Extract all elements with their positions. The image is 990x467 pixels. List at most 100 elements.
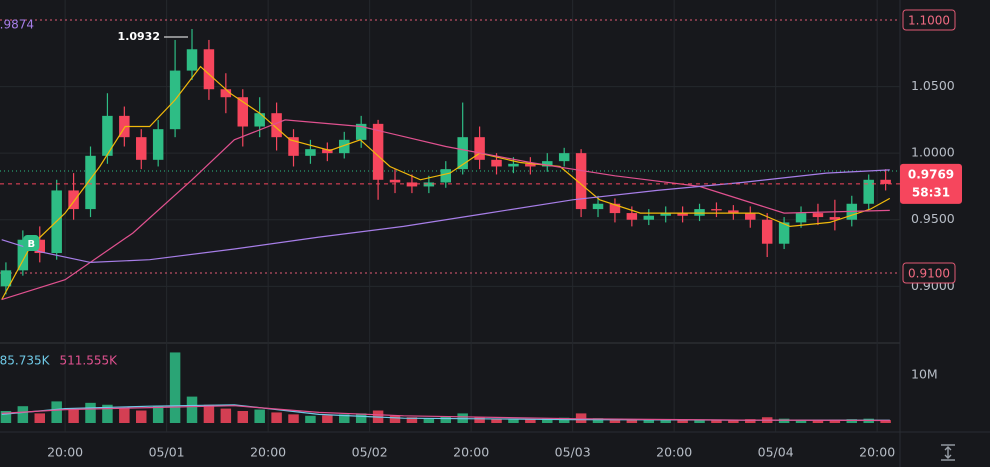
- volume-ma-legend: 511.555K: [60, 354, 119, 368]
- level-box: [902, 262, 956, 284]
- candle-body: [17, 239, 29, 271]
- fit-icon[interactable]: [941, 444, 955, 461]
- volume-bar: [880, 420, 891, 423]
- volume-bar: [17, 406, 29, 423]
- candle-body: [542, 161, 553, 167]
- candle-body: [305, 149, 316, 156]
- candle-body: [423, 182, 435, 187]
- volume-bar: [389, 415, 401, 423]
- volume-bar: [271, 412, 282, 423]
- candle-body: [863, 179, 874, 204]
- candle-body: [68, 190, 79, 210]
- volume-bar: [660, 419, 671, 423]
- candle-body: [339, 139, 350, 154]
- volume-bar: [136, 410, 147, 423]
- volume-bar: [0, 411, 12, 423]
- candle-body: [440, 169, 452, 183]
- volume-bar: [474, 417, 485, 423]
- volume-bar: [643, 419, 655, 423]
- x-tick-label: 05/03: [555, 445, 591, 460]
- volume-bar: [305, 415, 316, 423]
- x-tick-label: 20:00: [250, 445, 286, 460]
- candle-body: [728, 210, 739, 214]
- x-tick-label: 05/02: [352, 445, 388, 460]
- x-tick-label: 20:00: [859, 445, 895, 460]
- volume-bar: [355, 413, 367, 423]
- candle-body: [85, 155, 96, 210]
- x-tick-label: 05/01: [149, 445, 185, 460]
- volume-bar: [728, 419, 739, 423]
- current-price: 0.9769: [908, 167, 954, 181]
- volume-bar: [745, 419, 756, 423]
- candle-body: [592, 203, 604, 210]
- candle-body: [525, 163, 536, 167]
- candle-body: [575, 153, 587, 210]
- volume-bar: [440, 416, 452, 423]
- y-tick-label: 0.9500: [911, 211, 955, 226]
- countdown: 58:31: [912, 185, 950, 199]
- candle-body: [34, 239, 45, 254]
- candle-body: [761, 219, 773, 244]
- volume-bar: [34, 413, 45, 423]
- x-tick-label: 20:00: [47, 445, 83, 460]
- volume-bar: [592, 418, 604, 423]
- trade-marker-label: B: [27, 239, 35, 250]
- moving-average: [1, 169, 890, 264]
- candle-body: [643, 215, 655, 220]
- candle-body: [406, 182, 418, 187]
- candle-body: [220, 89, 232, 98]
- candle-body: [694, 209, 705, 216]
- volume-bar: [542, 418, 553, 423]
- level-box: [902, 9, 956, 31]
- candle-body: [288, 137, 299, 156]
- candle-body: [795, 213, 807, 223]
- candle-body: [322, 149, 333, 154]
- candle-body: [372, 123, 384, 180]
- y-tick-label: 1.0000: [911, 145, 955, 160]
- candle-body: [609, 203, 621, 214]
- candle-body: [711, 209, 722, 211]
- volume-bar: [339, 414, 350, 423]
- candle-body: [389, 179, 401, 183]
- volume-bar: [119, 408, 130, 423]
- volume-bar: [51, 401, 62, 423]
- volume-bar: [812, 420, 824, 423]
- volume-bar: [626, 419, 638, 423]
- volume-moving-average: [1, 405, 890, 422]
- volume-bar: [677, 419, 688, 423]
- y-tick-label: 1.0500: [911, 78, 955, 93]
- volume-bar: [558, 417, 570, 423]
- high-label: 1.0932: [118, 30, 160, 43]
- volume-bar: [288, 414, 299, 423]
- candle-body: [0, 270, 12, 287]
- candle-body: [457, 137, 468, 170]
- candle-body: [119, 115, 130, 138]
- candle-body: [880, 179, 891, 184]
- candle-body: [677, 213, 688, 216]
- volume-bar: [152, 406, 164, 423]
- candle-body: [508, 163, 519, 167]
- candle-body: [355, 123, 367, 140]
- volume-tick-label: 10M: [911, 367, 938, 382]
- volume-bar: [694, 419, 705, 423]
- volume-bar: [609, 418, 621, 423]
- volume-bar: [169, 352, 181, 423]
- x-tick-label: 05/04: [758, 445, 794, 460]
- volume-bar: [711, 420, 722, 423]
- volume-bar: [795, 420, 807, 423]
- candle-body: [152, 129, 164, 160]
- candle-body: [203, 49, 215, 90]
- volume-bar: [68, 409, 79, 423]
- volume-bar: [85, 402, 96, 423]
- candle-body: [491, 159, 502, 167]
- volume-bar: [322, 415, 333, 423]
- volume-bar: [423, 418, 435, 423]
- volume-bar: [186, 396, 198, 423]
- moving-average: [1, 65, 891, 300]
- level-label: 1.1000: [908, 13, 950, 27]
- candle-body: [102, 115, 113, 156]
- ma-legend: 0.9874: [0, 18, 34, 32]
